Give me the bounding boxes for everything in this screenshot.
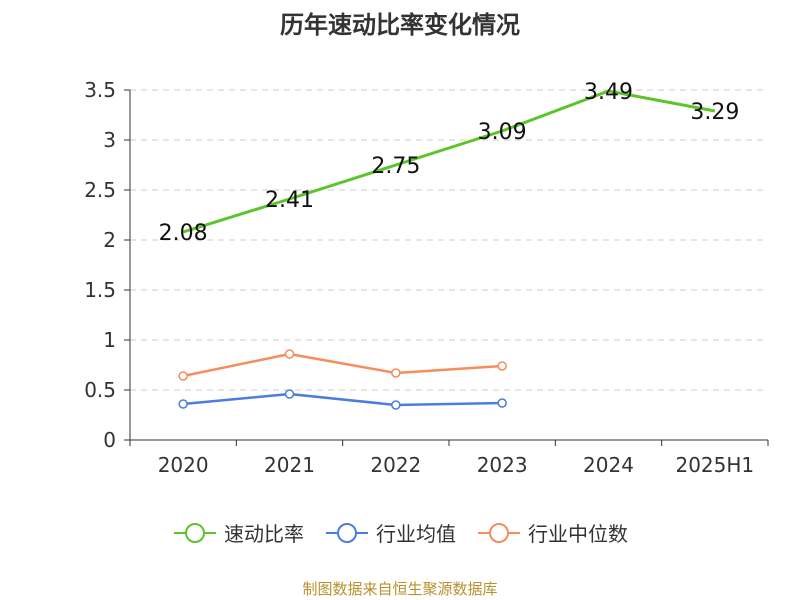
- y-tick-label: 3: [103, 128, 116, 152]
- y-tick-label: 0.5: [84, 378, 116, 402]
- data-point: [391, 368, 401, 378]
- x-tick-label: 2021: [264, 453, 315, 477]
- legend-label: 速动比率: [224, 522, 304, 546]
- legend-label: 行业中位数: [528, 522, 628, 546]
- data-point: [497, 361, 507, 371]
- y-tick-label: 3.5: [84, 78, 116, 102]
- series-lines: [178, 89, 716, 410]
- data-point: [178, 371, 188, 381]
- legend-item-industry-average[interactable]: 行业均值: [324, 518, 456, 547]
- x-tick-label: 2020: [158, 453, 209, 477]
- legend-marker-quick-ratio: [174, 522, 216, 543]
- y-tick-label: 2.5: [84, 178, 116, 202]
- legend-marker-industry-average: [326, 522, 368, 543]
- data-label: 3.29: [690, 100, 739, 125]
- data-label: 2.75: [371, 154, 420, 179]
- x-tick-label: 2025H1: [675, 453, 754, 477]
- legend-label: 行业均值: [376, 522, 456, 546]
- source-note: 制图数据来自恒生聚源数据库: [302, 580, 498, 598]
- data-point: [178, 399, 188, 409]
- data-label: 2.08: [159, 221, 208, 246]
- x-tick-label: 2022: [370, 453, 421, 477]
- axes: 0 0.5 1 1.5 2 2.5 3 3.5 2020 2021 2022 2023 2024 2025…: [84, 78, 769, 477]
- legend-item-quick-ratio[interactable]: 速动比率: [172, 518, 304, 547]
- y-tick-label: 1: [103, 328, 116, 352]
- data-point: [284, 389, 295, 399]
- y-tick-label: 2: [103, 228, 116, 252]
- x-tick-label: 2024: [583, 453, 634, 477]
- data-point: [391, 400, 401, 410]
- legend-marker-industry-median: [478, 522, 520, 543]
- gridlines: [130, 89, 768, 391]
- data-label: 3.49: [584, 80, 633, 105]
- y-tick-label: 0: [103, 428, 116, 452]
- series-line-1: [183, 392, 503, 407]
- x-tick-label: 2023: [477, 453, 528, 477]
- legend-item-industry-median[interactable]: 行业中位数: [476, 518, 628, 547]
- series-line-2: [182, 352, 503, 378]
- data-labels: 2.08 2.41 2.75 3.09 3.49 3.29: [159, 80, 740, 246]
- y-tick-label: 1.5: [84, 278, 116, 302]
- data-label: 3.09: [478, 120, 527, 145]
- legend: 速动比率 行业均值 行业中位数: [0, 518, 800, 547]
- data-point: [497, 398, 507, 408]
- series-line-0: [182, 89, 716, 234]
- data-point: [284, 349, 295, 359]
- data-label: 2.41: [265, 188, 314, 213]
- chart-title: 历年速动比率变化情况: [280, 11, 520, 39]
